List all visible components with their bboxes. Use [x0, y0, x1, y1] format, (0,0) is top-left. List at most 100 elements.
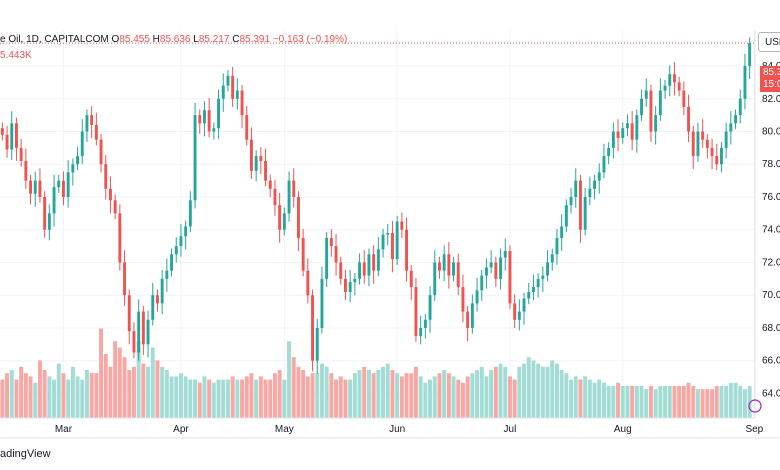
volume-bar [526, 357, 531, 418]
candle-body [513, 303, 517, 320]
volume-bar [695, 389, 700, 418]
candle-body [560, 226, 564, 238]
candle-body [743, 66, 747, 99]
volume-bar [47, 376, 52, 418]
candle-body [682, 90, 686, 107]
candle-body [635, 115, 639, 140]
x-tick-label: Jul [504, 424, 517, 435]
change-value: −0.163 (−0.19%) [272, 34, 348, 45]
volume-bar [301, 370, 306, 418]
volume-bar [728, 382, 733, 418]
candle-body [470, 303, 474, 328]
candle-body [104, 164, 108, 189]
candle-body [367, 254, 371, 276]
volume-bar [160, 366, 165, 418]
low-value: 85.217 [198, 34, 230, 45]
candle-body [536, 278, 540, 288]
candle-body [654, 115, 658, 132]
ohlc-legend: e Oil, 1D, CAPITALCOM O85.455 H85.636 L8… [0, 34, 347, 45]
volume-bar [705, 389, 710, 418]
volume-bar [334, 379, 339, 418]
candle-body [348, 282, 352, 292]
volume-bar [221, 379, 226, 418]
volume-bar [742, 389, 747, 418]
candle-body [461, 287, 465, 312]
volume-bar [446, 373, 451, 418]
candle-body [264, 160, 268, 181]
candle-body [583, 196, 587, 230]
volume-bar [315, 373, 320, 418]
y-tick-label: 72.00 [762, 257, 780, 268]
volume-bar [178, 373, 183, 418]
volume-bar [230, 376, 235, 418]
compare-symbol-icon[interactable] [748, 399, 762, 413]
time-axis[interactable]: Mar Apr May Jun Jul Aug Sep [55, 424, 764, 435]
candle-body [588, 188, 592, 197]
candle-body [602, 156, 606, 173]
currency-button[interactable]: USD [758, 32, 780, 52]
candle-body [691, 131, 695, 157]
volume-bar [263, 379, 268, 418]
volume-bar [630, 386, 635, 418]
candle-body [701, 131, 705, 140]
volume-bar [475, 370, 480, 418]
volume-bar [225, 379, 230, 418]
volume-bar [235, 379, 240, 418]
volume-bar [108, 366, 113, 418]
volume-bar [9, 370, 14, 418]
volume-bar [42, 370, 47, 418]
candle-body [376, 249, 380, 271]
candle-body [734, 115, 738, 124]
candle-body [339, 262, 343, 279]
volume-bars [0, 328, 752, 418]
volume-bar [277, 370, 282, 418]
last-price-tag: 85.3 15:0 [760, 66, 780, 92]
candle-body [217, 98, 221, 129]
candle-body [170, 254, 174, 271]
volume-bar [324, 366, 329, 418]
volume-bar [583, 376, 588, 418]
volume-bar [620, 386, 625, 418]
volume-bar [724, 386, 729, 418]
candle-body [503, 251, 507, 258]
volume-bar [634, 386, 639, 418]
volume-bar [587, 379, 592, 418]
volume-bar [601, 382, 606, 418]
volume-bar [522, 363, 527, 418]
volume-bar [291, 357, 296, 418]
volume-bar [559, 370, 564, 418]
volume-bar [432, 376, 437, 418]
volume-bar [498, 363, 503, 418]
candle-body [574, 180, 578, 197]
candle-body [273, 188, 277, 206]
low-label: L [193, 34, 199, 45]
volume-bar [338, 376, 343, 418]
candle-body [381, 234, 385, 250]
candle-body [597, 172, 601, 181]
tradingview-logo[interactable]: adingView [0, 448, 51, 460]
candle-body [414, 287, 418, 337]
candle-body [621, 128, 625, 139]
volume-bar [75, 376, 80, 418]
candle-body [0, 128, 4, 135]
symbol-label: e Oil, 1D, CAPITALCOM [0, 34, 109, 45]
volume-bar [592, 382, 597, 418]
volume-bar [244, 376, 249, 418]
candle-body [254, 156, 258, 171]
volume-bar [667, 386, 672, 418]
candle-body [165, 270, 169, 279]
candle-body [334, 246, 338, 263]
volume-bar [362, 366, 367, 418]
volume-bar [174, 376, 179, 418]
volume-bar [733, 382, 738, 418]
volume-bar [503, 366, 508, 418]
candle-body [259, 156, 263, 161]
volume-bar [409, 373, 414, 418]
candle-body [358, 262, 362, 279]
volume-bar [738, 386, 743, 418]
candle-body [287, 180, 291, 214]
candle-body [226, 75, 230, 86]
candle-body [85, 115, 89, 132]
candle-body [668, 74, 672, 86]
